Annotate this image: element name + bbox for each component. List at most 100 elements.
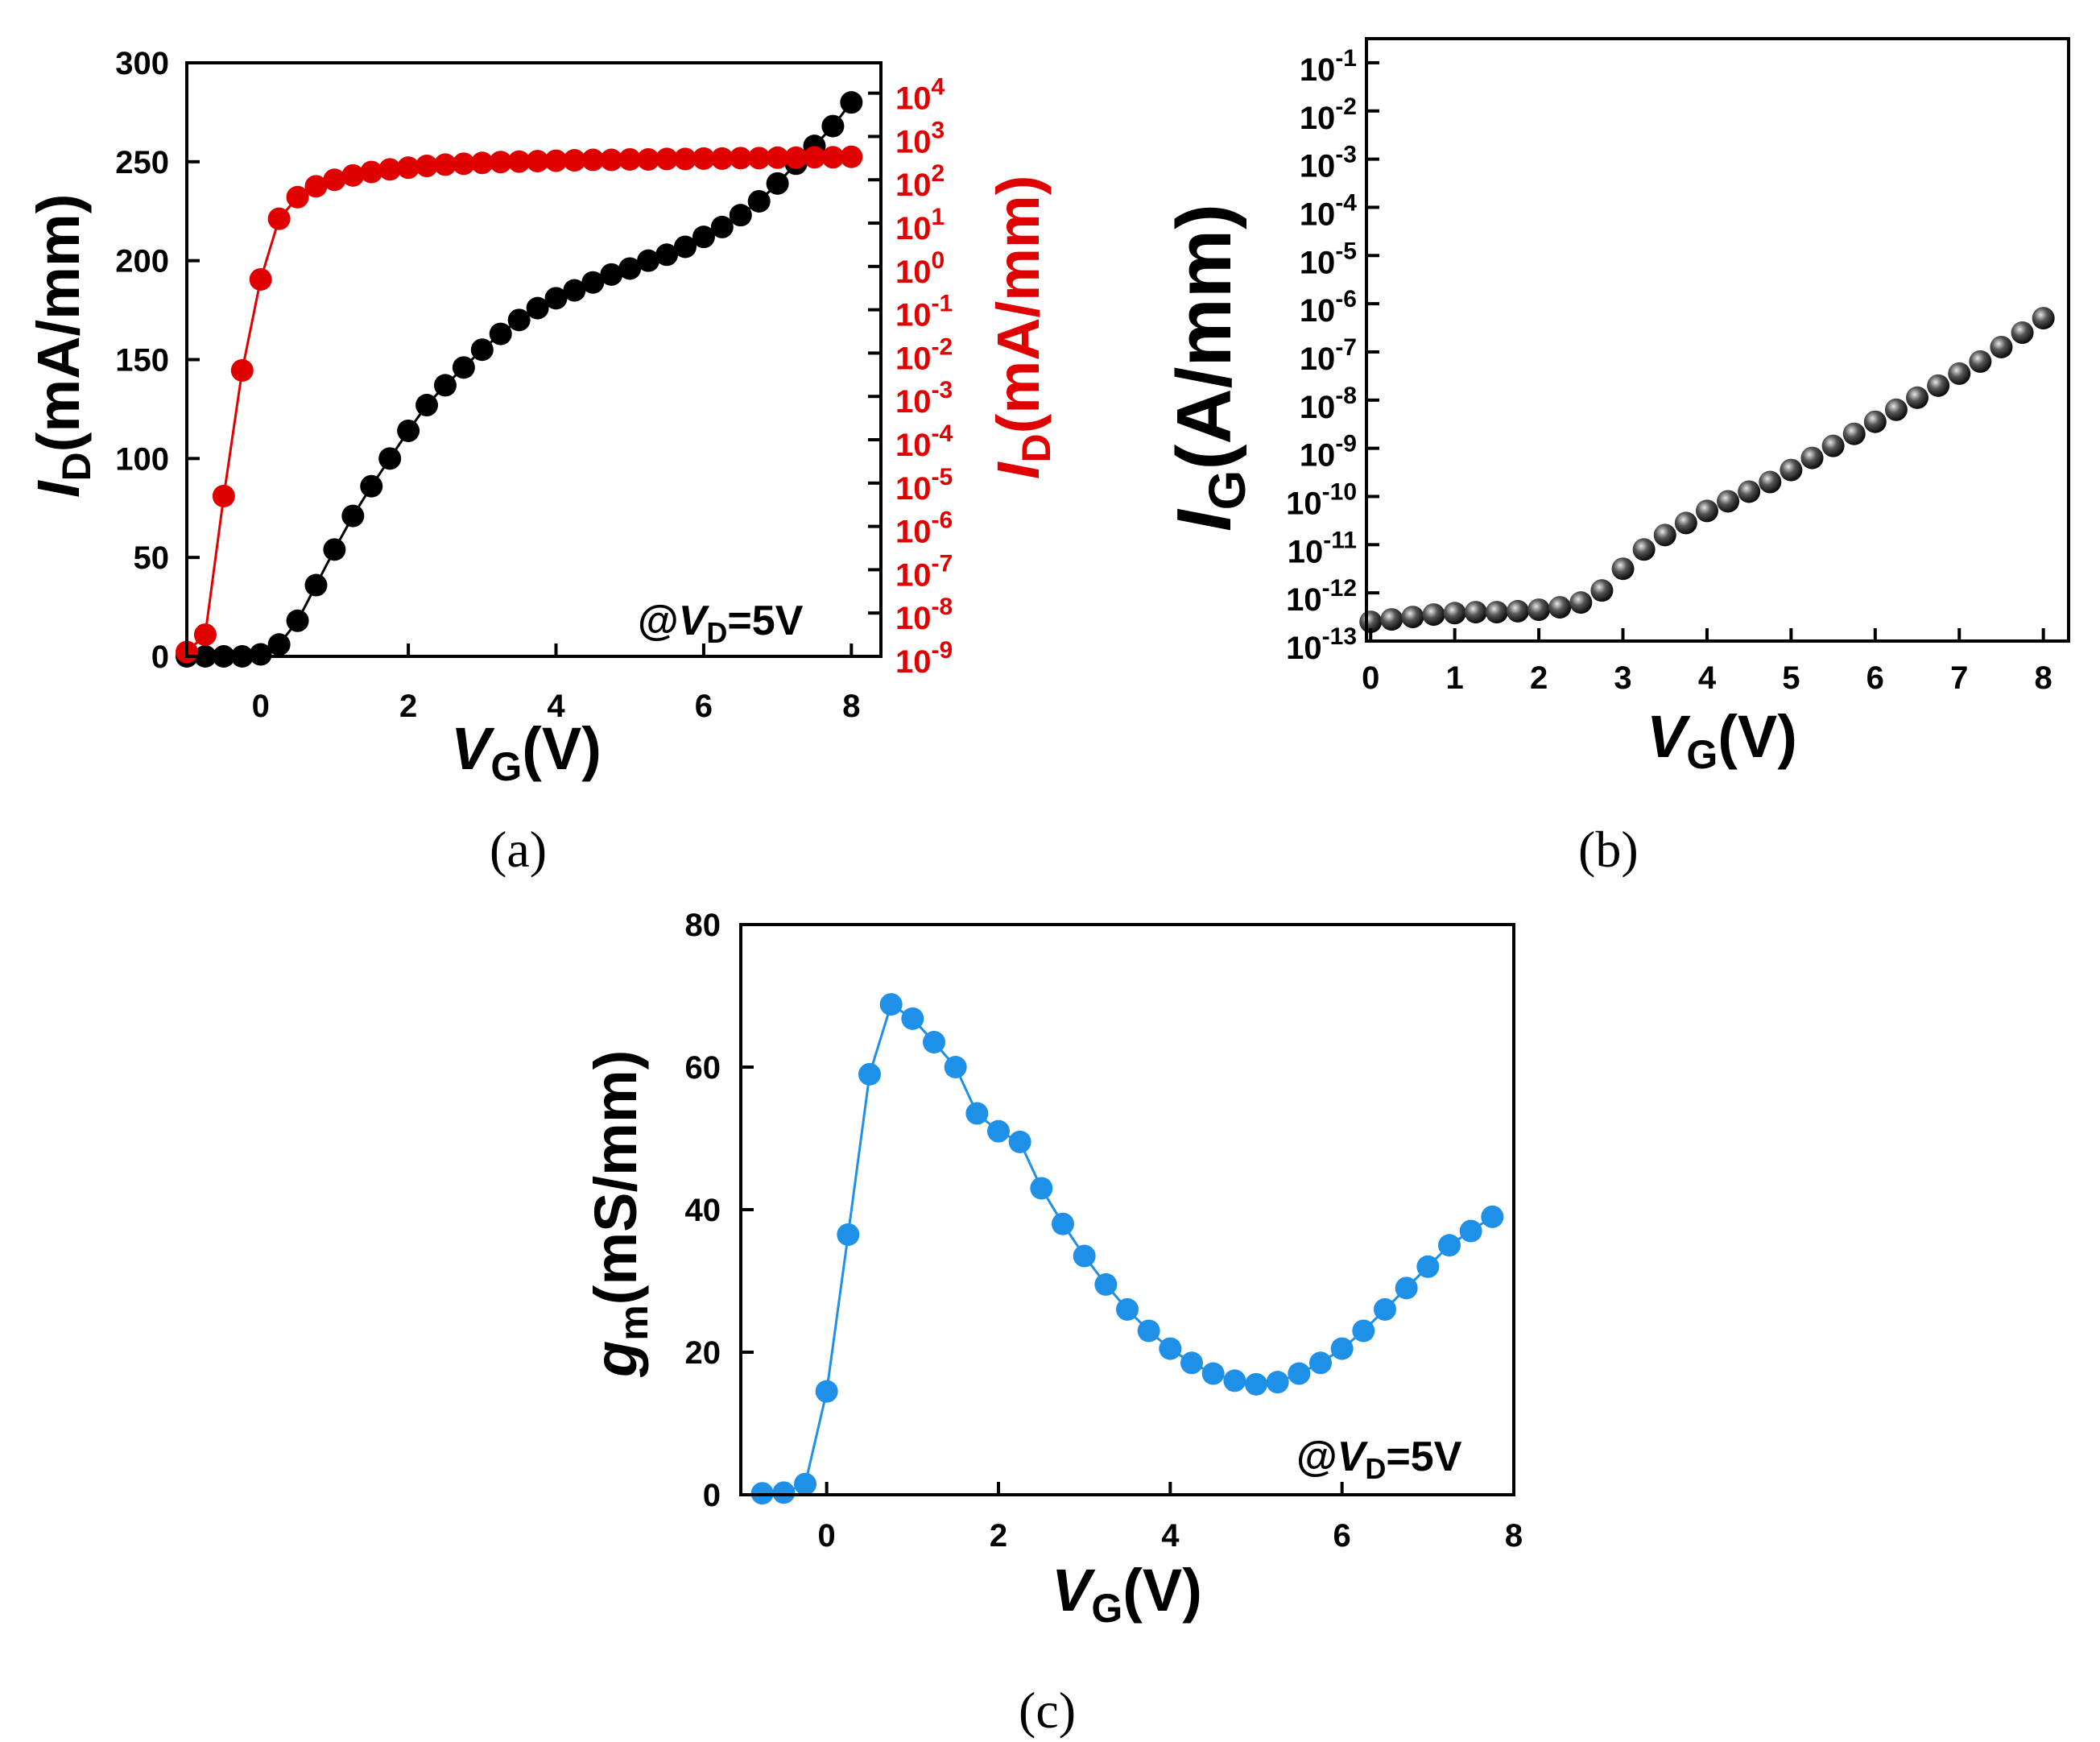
panel-c-point: [1073, 1244, 1096, 1268]
panel-a-y-right-tick-label: 10-3: [895, 377, 953, 420]
panel-a-red-point: [286, 185, 309, 209]
caption-c: (c): [1019, 1682, 1076, 1739]
panel-b-point: [1759, 470, 1782, 494]
panel-c-point: [1395, 1277, 1418, 1300]
panel-c-point: [944, 1056, 967, 1078]
panel-b-y-tick-label: 10-9: [1300, 431, 1357, 474]
panel-a-red-point: [563, 149, 586, 172]
panel-c-point: [1309, 1351, 1332, 1375]
panel-a-red-point: [433, 153, 457, 176]
panel-b-point: [1906, 386, 1929, 409]
panel-a-x-tick-label: 6: [695, 689, 713, 724]
panel-a-y-axis-label-right: ID(mA/mm): [985, 176, 1059, 479]
panel-a-red-point: [304, 175, 328, 198]
panel-a-black-point: [544, 287, 568, 310]
panel-c-point: [879, 993, 903, 1016]
panel-b-x-tick-label: 8: [2035, 660, 2052, 696]
panel-a-red-point: [600, 148, 623, 172]
panel-b-x-tick-label: 1: [1446, 660, 1464, 696]
panel-c-point: [794, 1472, 816, 1496]
panel-a-x-tick-label: 8: [842, 689, 860, 724]
panel-a-black-point: [360, 474, 383, 498]
panel-c-point: [1481, 1205, 1504, 1228]
panel-b-point: [1590, 579, 1614, 602]
panel-b-y-tick-label: 10-11: [1288, 527, 1357, 569]
panel-a-y-right-tick-label: 10-6: [895, 507, 953, 550]
panel-b-y-tick-label: 10-6: [1300, 286, 1357, 329]
panel-b-point: [1674, 511, 1697, 535]
panel-a-red-point: [341, 163, 365, 187]
panel-a-red-point: [360, 160, 383, 184]
panel-a-black-point: [286, 609, 309, 632]
panel-c-points: [750, 993, 1504, 1505]
panel-a-red-point: [618, 147, 642, 171]
panel-c-point: [987, 1119, 1010, 1143]
caption-a: (a): [490, 821, 547, 878]
panel-b-point: [1800, 446, 1824, 470]
panel-c-x-axis-label: VG(V): [1052, 1557, 1202, 1631]
panel-c-point: [1438, 1234, 1461, 1257]
panel-c-y-axis-label: gm(mS/mm): [582, 1050, 656, 1378]
panel-a-y-right-tick-label: 10-9: [895, 637, 953, 680]
panel-c-point: [901, 1007, 924, 1030]
panel-b-point: [1380, 608, 1403, 631]
panel-b-y-tick-label: 10-8: [1300, 383, 1357, 425]
panel-a-y-left-tick-label: 250: [115, 145, 169, 180]
panel-c-point: [837, 1223, 860, 1246]
panel-a-black-point: [323, 538, 346, 561]
panel-a-black-point: [341, 504, 365, 528]
panel-c-point: [1180, 1351, 1203, 1375]
panel-c-x-tick-label: 6: [1333, 1518, 1351, 1554]
panel-b-point: [1653, 523, 1676, 547]
panel-a-x-tick-label: 0: [252, 689, 270, 724]
panel-a-black-point: [729, 204, 752, 227]
panel-c-point: [923, 1031, 945, 1054]
panel-a-black-point: [747, 189, 771, 213]
panel-b-point: [1422, 603, 1445, 627]
panel-c-point: [1266, 1371, 1289, 1394]
panel-a-black-point: [618, 257, 642, 280]
panel-a-y-right-tick-label: 10-4: [895, 420, 953, 463]
panel-b-y-tick-label: 10-2: [1300, 93, 1357, 136]
panel-b-point: [1569, 591, 1593, 614]
panel-b-point: [1948, 362, 1971, 385]
panel-b-y-tick-label: 10-3: [1300, 142, 1357, 184]
panel-c-point: [1030, 1177, 1053, 1200]
panel-c-point: [1330, 1337, 1354, 1360]
panel-a-black-point: [397, 419, 420, 442]
panel-a-y-left-tick-label: 100: [115, 441, 169, 477]
panel-a-x-axis-label: VG(V): [451, 715, 601, 789]
panel-a-y-left-tick-label: 150: [115, 343, 169, 379]
panel-c-point: [1352, 1319, 1375, 1343]
panel-b-point: [1927, 374, 1950, 397]
panel-b-point: [1443, 602, 1466, 625]
panel-a-black-point: [655, 243, 679, 267]
panel-a-red-point: [710, 147, 734, 170]
panel-b-point: [1548, 596, 1572, 619]
panel-a-y-right-tick-label: 10-7: [895, 550, 953, 593]
panel-c-x-tick-label: 8: [1505, 1518, 1523, 1554]
panel-b-x-tick-label: 3: [1614, 660, 1631, 696]
panel-c-point: [1201, 1362, 1225, 1385]
panel-a-red-point: [267, 207, 291, 230]
panel-b-y-tick-label: 10-1: [1300, 45, 1357, 88]
panel-b-point: [1695, 499, 1718, 523]
panel-a-red-point: [397, 156, 420, 180]
panel-b-points: [1359, 307, 2055, 634]
panel-b-y-tick-label: 10-12: [1286, 575, 1357, 618]
panel-b-x-tick-label: 2: [1530, 660, 1548, 696]
panel-a-black-point: [267, 633, 291, 656]
panel-a-red-line: [185, 155, 852, 653]
panel-a-y-right-tick-label: 102: [895, 160, 945, 203]
panel-b-point: [1821, 434, 1845, 457]
panel-a-red-point: [803, 146, 826, 169]
panel-c-point: [965, 1102, 989, 1125]
panel-c-point: [1374, 1297, 1396, 1321]
panel-c-y-tick-label: 40: [685, 1193, 721, 1228]
panel-c-point: [1459, 1219, 1482, 1243]
panel-b-point: [1738, 480, 1761, 503]
panel-b-y-tick-label: 10-7: [1300, 334, 1357, 377]
panel-a-black-point: [415, 394, 439, 417]
